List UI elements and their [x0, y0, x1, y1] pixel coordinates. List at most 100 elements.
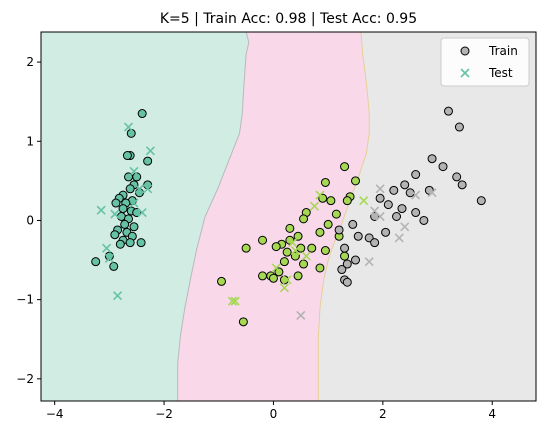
- test-point: [230, 296, 240, 306]
- train-point: [411, 208, 421, 218]
- test-point: [309, 201, 320, 211]
- train-point: [370, 212, 380, 221]
- train-point: [143, 180, 153, 190]
- train-point: [118, 204, 128, 214]
- train-point: [125, 238, 135, 248]
- train-point: [476, 196, 486, 206]
- train-point: [216, 276, 226, 286]
- train-point: [299, 214, 309, 224]
- legend: Train Test: [440, 37, 530, 87]
- train-point: [452, 172, 462, 182]
- train-point: [320, 246, 330, 256]
- train-point: [279, 257, 289, 267]
- train-point: [340, 162, 350, 172]
- train-point: [136, 238, 146, 248]
- test-point: [129, 198, 139, 208]
- train-point: [389, 185, 399, 195]
- legend-test-marker: [460, 68, 470, 78]
- train-point: [351, 255, 361, 265]
- chart-title: K=5 | Train Acc: 0.98 | Test Acc: 0.95: [160, 11, 417, 27]
- train-point: [438, 162, 448, 172]
- test-point: [137, 207, 147, 218]
- train-point: [268, 273, 278, 283]
- legend-label: Train: [488, 44, 518, 58]
- x-tick-label: 2: [379, 407, 387, 421]
- train-point: [411, 170, 421, 180]
- train-point: [104, 251, 114, 261]
- y-tick-label: −1: [16, 293, 34, 307]
- test-point: [123, 122, 134, 132]
- train-point: [337, 265, 347, 275]
- x-axis: −4 −2 0 2 4: [46, 401, 496, 421]
- train-point: [353, 231, 363, 241]
- train-point: [334, 225, 344, 235]
- train-point: [299, 259, 309, 269]
- test-point: [411, 190, 421, 200]
- train-point: [381, 227, 391, 237]
- test-point: [143, 184, 153, 194]
- train-point: [340, 243, 350, 253]
- test-point: [290, 245, 300, 256]
- test-point: [296, 310, 306, 321]
- train-point: [323, 219, 333, 229]
- train-point: [143, 156, 153, 166]
- y-tick-label: 1: [26, 134, 34, 148]
- train-point: [419, 215, 429, 225]
- test-point: [394, 233, 404, 243]
- x-tick-label: −4: [46, 407, 64, 421]
- train-point: [132, 172, 142, 182]
- train-point: [271, 242, 281, 252]
- train-point: [109, 261, 119, 271]
- test-point: [288, 238, 298, 248]
- train-point: [241, 243, 251, 253]
- train-point: [320, 177, 330, 187]
- test-point: [104, 253, 114, 264]
- train-point: [342, 259, 352, 269]
- train-point: [326, 196, 336, 206]
- train-point: [392, 212, 402, 221]
- train-point: [315, 263, 325, 273]
- test-point: [427, 188, 437, 198]
- test-point: [113, 291, 123, 301]
- train-point: [370, 238, 380, 248]
- x-tick-label: 4: [488, 407, 496, 421]
- test-point: [282, 275, 292, 285]
- train-point: [315, 227, 325, 237]
- train-point: [342, 277, 352, 287]
- test-point: [96, 205, 106, 215]
- train-point: [282, 247, 292, 257]
- train-point: [307, 243, 317, 253]
- train-point: [331, 209, 341, 219]
- y-tick-label: 0: [26, 213, 34, 227]
- train-point: [134, 188, 144, 198]
- train-point: [137, 109, 147, 119]
- decision-boundary-line: [177, 32, 250, 401]
- train-point: [129, 222, 139, 232]
- train-point: [132, 208, 142, 218]
- train-point: [285, 223, 295, 233]
- test-point: [227, 296, 238, 306]
- test-point: [359, 196, 369, 206]
- train-point: [122, 151, 132, 161]
- train-point: [427, 154, 437, 164]
- x-tick-label: 0: [270, 407, 278, 421]
- train-point: [383, 200, 393, 210]
- train-point: [351, 176, 361, 186]
- train-point: [279, 275, 289, 285]
- test-point: [400, 222, 410, 232]
- train-point: [238, 317, 248, 327]
- train-point: [454, 122, 464, 132]
- test-point: [134, 184, 145, 194]
- test-point: [301, 251, 311, 261]
- legend-label: Test: [488, 66, 513, 80]
- train-point: [400, 180, 410, 190]
- train-point: [258, 271, 268, 281]
- legend-train-marker: [460, 46, 470, 56]
- train-point: [120, 219, 130, 229]
- train-point: [111, 198, 121, 208]
- train-point: [397, 204, 407, 214]
- train-point: [342, 196, 352, 206]
- test-point: [145, 146, 155, 156]
- train-point: [340, 251, 350, 261]
